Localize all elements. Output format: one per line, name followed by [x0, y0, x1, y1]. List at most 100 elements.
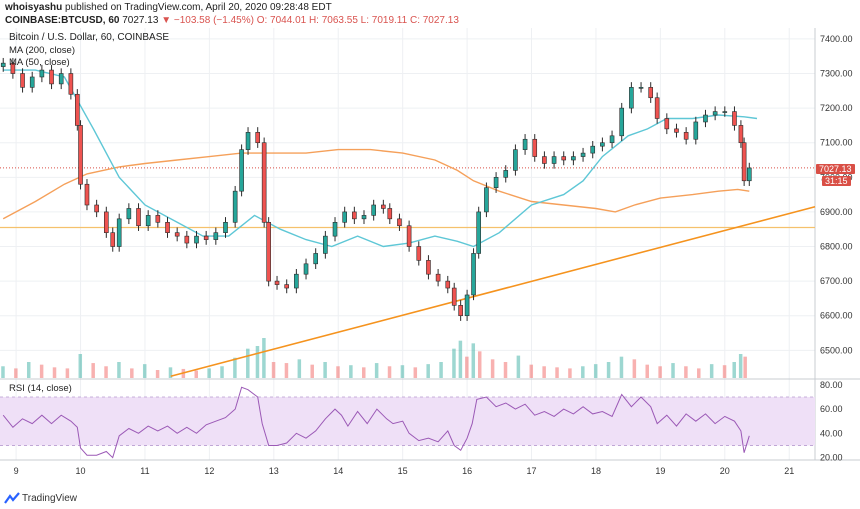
publisher-name[interactable]: whoisyashu [5, 2, 63, 13]
candle[interactable] [638, 87, 644, 89]
candle[interactable] [741, 142, 747, 182]
candle[interactable] [184, 235, 190, 244]
candle[interactable] [648, 87, 654, 99]
candle[interactable] [126, 208, 132, 220]
footer-brand[interactable]: TradingView [22, 493, 78, 504]
candle[interactable] [493, 177, 499, 189]
candle[interactable] [387, 208, 393, 220]
candle[interactable] [342, 211, 347, 223]
candle[interactable] [600, 142, 605, 147]
candle[interactable] [361, 215, 367, 220]
candle[interactable] [722, 111, 728, 113]
candle[interactable] [239, 149, 244, 192]
candle[interactable] [68, 73, 74, 95]
candle[interactable] [746, 167, 752, 182]
candle[interactable] [561, 156, 567, 161]
candle[interactable] [551, 156, 557, 164]
candle[interactable] [104, 211, 109, 233]
symbol-name[interactable]: COINBASE:BTCUSD, 60 [5, 15, 120, 26]
candle[interactable] [332, 222, 338, 237]
candle[interactable] [165, 222, 170, 233]
candle[interactable] [464, 294, 470, 317]
candle[interactable] [284, 284, 289, 289]
tradingview-logo-icon[interactable] [4, 491, 20, 505]
candle[interactable] [75, 93, 80, 126]
candle[interactable] [323, 235, 328, 254]
candle[interactable] [213, 232, 219, 240]
candle[interactable] [590, 145, 596, 154]
candle[interactable] [174, 232, 180, 237]
candle[interactable] [381, 204, 386, 209]
ma50-legend[interactable]: MA (50, close) [9, 57, 70, 68]
candle[interactable] [94, 204, 99, 213]
candle[interactable] [84, 183, 90, 206]
candle[interactable] [522, 138, 528, 150]
candle[interactable] [116, 218, 122, 247]
candle[interactable] [352, 211, 357, 220]
ma50-line[interactable] [3, 69, 758, 248]
candle[interactable] [445, 280, 451, 289]
candle[interactable] [503, 170, 509, 178]
candle[interactable] [738, 125, 744, 144]
candle[interactable] [223, 222, 228, 233]
candle[interactable] [110, 232, 116, 247]
candle[interactable] [266, 222, 271, 282]
candle[interactable] [580, 152, 586, 157]
candle[interactable] [664, 118, 670, 130]
rsi-line[interactable] [2, 386, 750, 459]
candle[interactable] [532, 138, 538, 157]
candle[interactable] [416, 246, 422, 261]
candle[interactable] [609, 135, 615, 144]
candle[interactable] [397, 218, 402, 227]
candle[interactable] [145, 215, 151, 227]
candle[interactable] [29, 76, 35, 88]
candle[interactable] [732, 111, 737, 126]
candle[interactable] [451, 287, 457, 306]
candle[interactable] [619, 107, 625, 137]
candle[interactable] [513, 149, 518, 171]
candle[interactable] [0, 62, 6, 67]
candle[interactable] [571, 156, 576, 161]
candle[interactable] [49, 69, 54, 85]
chart-area[interactable]: 6500.006600.006700.006800.006900.007000.… [0, 28, 860, 486]
candle[interactable] [136, 208, 141, 227]
rsi-legend[interactable]: RSI (14, close) [9, 383, 72, 394]
candle[interactable] [245, 132, 251, 150]
candle[interactable] [426, 260, 431, 275]
candle[interactable] [294, 273, 299, 289]
candle[interactable] [406, 225, 412, 247]
candle[interactable] [484, 187, 489, 213]
candle[interactable] [255, 132, 261, 144]
candle[interactable] [232, 190, 238, 223]
candle[interactable] [654, 97, 660, 119]
candle[interactable] [303, 263, 309, 275]
candle[interactable] [313, 253, 318, 265]
candle[interactable] [203, 235, 209, 240]
candle[interactable] [476, 211, 481, 254]
candle[interactable] [274, 280, 280, 285]
candle[interactable] [10, 62, 16, 74]
candle[interactable] [371, 204, 376, 216]
candle[interactable] [683, 132, 689, 140]
candle[interactable] [471, 253, 476, 296]
candle[interactable] [58, 73, 64, 85]
price-chart[interactable]: 6500.006600.006700.006800.006900.007000.… [0, 28, 860, 486]
candle[interactable] [458, 305, 463, 317]
ascending-trendline[interactable] [170, 205, 816, 378]
candle[interactable] [693, 121, 699, 140]
candle[interactable] [674, 128, 679, 133]
candle[interactable] [155, 215, 161, 223]
candle[interactable] [703, 114, 708, 123]
ma200-line[interactable] [2, 148, 750, 220]
candle[interactable] [435, 273, 441, 282]
candle[interactable] [261, 142, 267, 223]
price-tick-label: 6900.00 [820, 207, 853, 217]
ma200-legend[interactable]: MA (200, close) [9, 45, 75, 56]
candle[interactable] [542, 156, 547, 164]
candle[interactable] [20, 73, 25, 88]
candle[interactable] [194, 235, 199, 244]
candle[interactable] [39, 69, 45, 78]
candle[interactable] [78, 125, 83, 185]
candle[interactable] [629, 87, 634, 109]
candle[interactable] [712, 111, 718, 116]
